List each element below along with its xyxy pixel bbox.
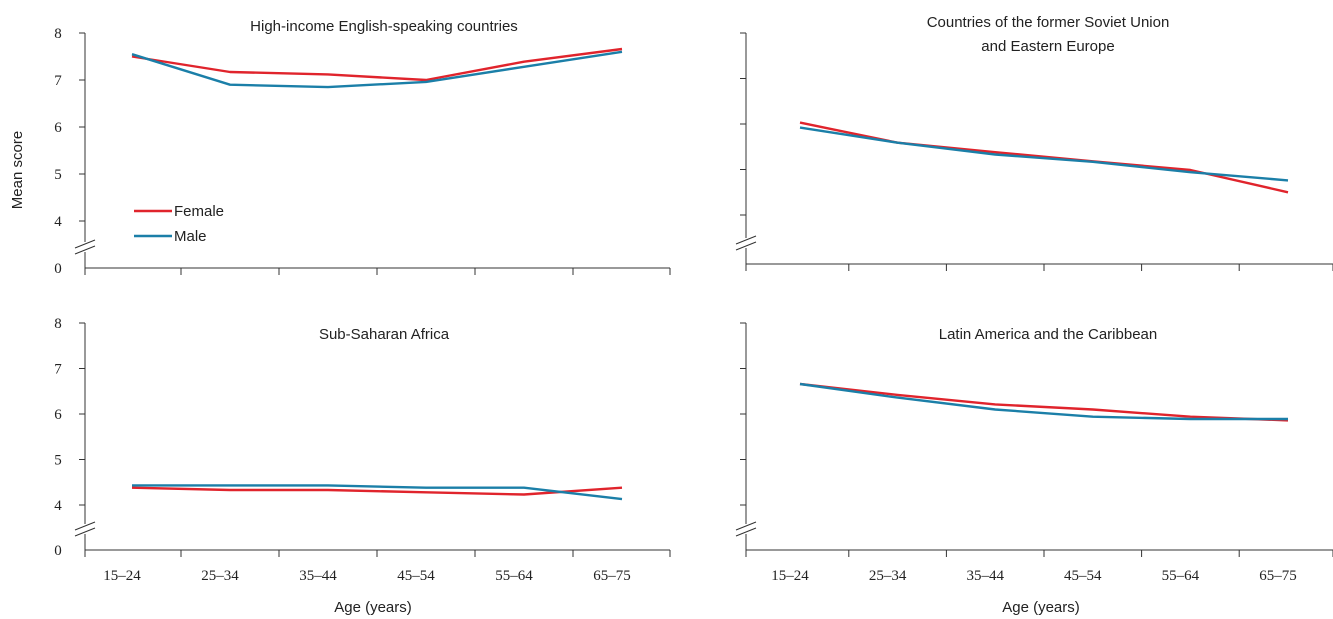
- x-tick-label: 65–75: [593, 568, 631, 584]
- x-tick-label: 45–54: [1064, 568, 1102, 584]
- y-tick-label: 8: [54, 26, 62, 42]
- axis-break-mark: [74, 527, 96, 537]
- chart-panel-1: High-income English-speaking countries 0 4…: [54, 18, 671, 277]
- x-axis-label-right: Age (years): [1002, 599, 1080, 616]
- y-tick-label: 7: [54, 73, 62, 89]
- chart-panel-2: Countries of the former Soviet Union and …: [735, 14, 1333, 271]
- x-tick-label: 25–34: [869, 568, 907, 584]
- series-line-male: [799, 126, 1289, 182]
- series-line-female: [799, 382, 1289, 422]
- x-tick-label: 35–44: [299, 568, 337, 584]
- axis-break-mark: [735, 527, 757, 537]
- y-tick-label: 8: [54, 316, 62, 332]
- panel-title: and Eastern Europe: [981, 38, 1114, 55]
- y-tick-label: 5: [54, 167, 62, 183]
- y-tick-label: 4: [54, 214, 62, 230]
- legend-label-female: Female: [174, 203, 224, 220]
- legend-label-male: Male: [174, 228, 207, 245]
- series-line-male: [131, 50, 623, 89]
- series-line-female: [131, 486, 623, 496]
- y-tick-label: 0: [54, 261, 62, 277]
- series-line-male: [799, 382, 1288, 421]
- x-tick-label: 15–24: [103, 568, 141, 584]
- x-tick-label: 35–44: [966, 568, 1004, 584]
- y-tick-label: 6: [54, 120, 62, 136]
- axis-break-mark: [735, 235, 757, 245]
- chart-panel-3: Sub-Saharan Africa 0 4 5 6 7 8 15–24 25–34 35–44 4…: [54, 316, 671, 584]
- y-tick-label: 0: [54, 543, 62, 559]
- y-tick-label: 7: [54, 362, 62, 378]
- panel-title: Countries of the former Soviet Union: [927, 14, 1170, 31]
- y-tick-label: 6: [54, 407, 62, 423]
- y-axis-label: Mean score: [9, 131, 26, 209]
- axis-break-mark: [74, 521, 96, 531]
- panel-title: High-income English-speaking countries: [250, 18, 518, 35]
- x-axis-label-left: Age (years): [334, 599, 412, 616]
- chart-panel-4: Latin America and the Caribbean 15–24 25–3…: [735, 322, 1333, 584]
- x-tick-label: 25–34: [201, 568, 239, 584]
- x-tick-label: 15–24: [771, 568, 809, 584]
- series-line-female: [131, 47, 623, 82]
- series-line-male: [132, 484, 623, 501]
- x-tick-label: 55–64: [495, 568, 533, 584]
- panel-title: Sub-Saharan Africa: [319, 326, 450, 343]
- x-tick-label: 45–54: [397, 568, 435, 584]
- y-tick-label: 4: [54, 498, 62, 514]
- axis-break-mark: [735, 521, 757, 531]
- axis-break-mark: [735, 241, 757, 251]
- axis-break-mark: [74, 239, 96, 249]
- panel-title: Latin America and the Caribbean: [939, 326, 1157, 343]
- x-tick-label: 65–75: [1259, 568, 1297, 584]
- axis-break-mark: [74, 245, 96, 255]
- x-tick-label: 55–64: [1162, 568, 1200, 584]
- y-tick-label: 5: [54, 453, 62, 469]
